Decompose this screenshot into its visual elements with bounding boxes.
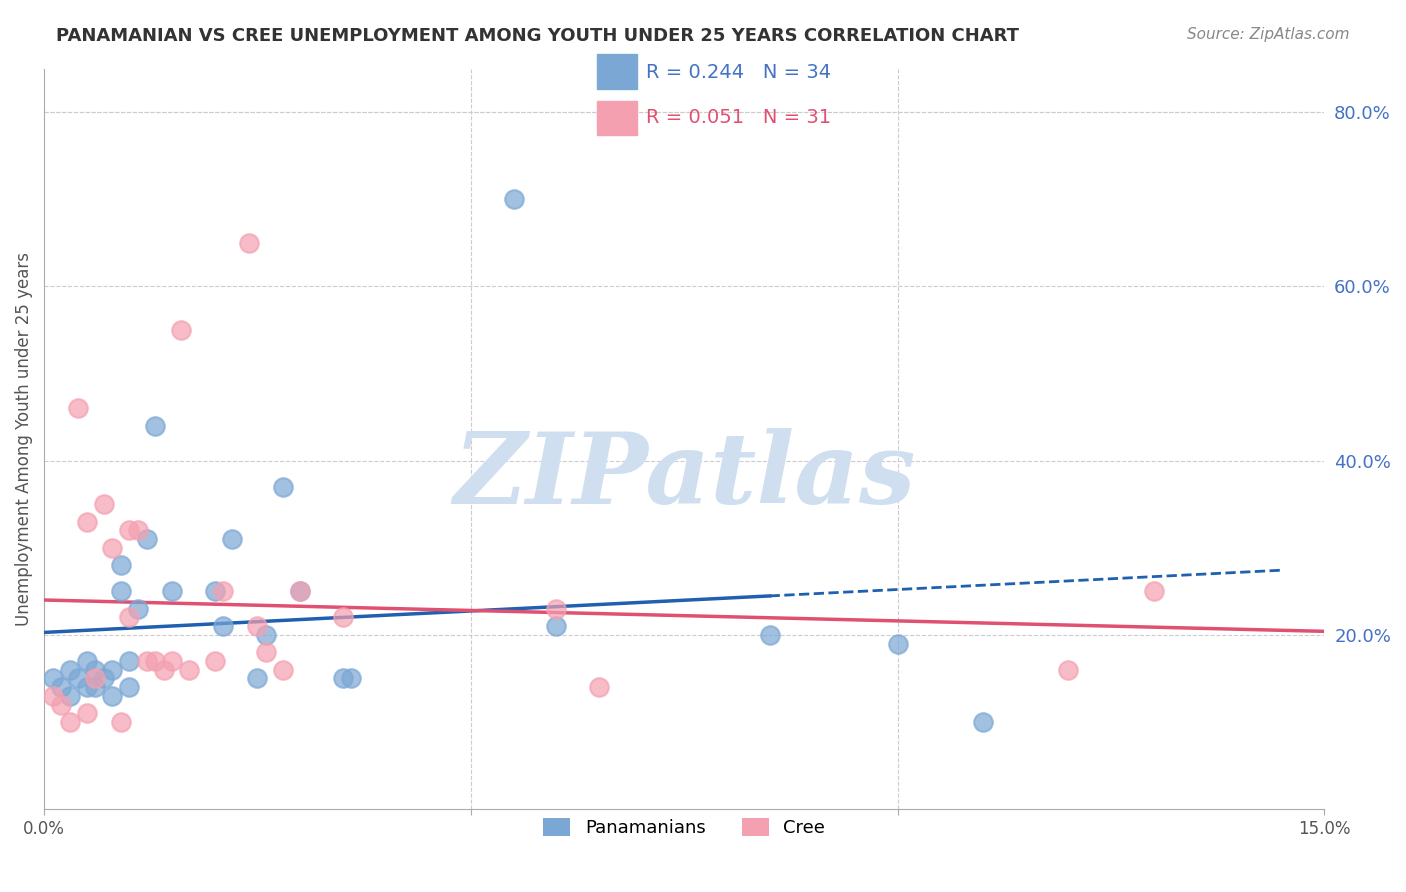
Point [135,654,157,668]
Point [160,584,183,599]
Point [118,610,141,624]
Point [546,601,568,615]
Point [41,689,63,703]
Point [118,654,141,668]
Point [127,524,149,538]
Point [93,497,115,511]
Text: R = 0.244   N = 34: R = 0.244 N = 34 [647,62,831,81]
Point [110,584,132,599]
Point [254,628,277,642]
Text: ZIPatlas: ZIPatlas [453,427,915,524]
Point [972,714,994,729]
Point [179,663,201,677]
Point [118,680,141,694]
Point [204,584,226,599]
Point [271,663,294,677]
Point [101,663,124,677]
Point [67,401,90,416]
Point [118,524,141,538]
Point [59,663,82,677]
Point [288,584,311,599]
Point [110,714,132,729]
Point [127,601,149,615]
Point [246,672,269,686]
Legend: Panamanians, Cree: Panamanians, Cree [536,811,832,845]
Point [238,235,260,250]
Point [101,541,124,555]
Point [110,558,132,573]
Point [76,680,98,694]
Point [51,698,73,712]
Point [76,654,98,668]
Text: Source: ZipAtlas.com: Source: ZipAtlas.com [1187,27,1350,42]
Point [588,680,610,694]
Point [340,672,363,686]
Point [170,323,193,337]
Point [76,706,98,721]
Text: R = 0.051   N = 31: R = 0.051 N = 31 [647,108,831,127]
Point [221,532,243,546]
Point [160,654,183,668]
Point [84,663,107,677]
Point [101,689,124,703]
Point [546,619,568,633]
Point [59,689,82,703]
Point [67,672,90,686]
Point [41,672,63,686]
Point [93,672,115,686]
Point [84,680,107,694]
Point [1057,663,1080,677]
Point [152,663,174,677]
Point [212,584,235,599]
Point [204,654,226,668]
Point [502,192,524,206]
Point [288,584,311,599]
Point [246,619,269,633]
Point [51,680,73,694]
Point [135,532,157,546]
FancyBboxPatch shape [596,54,637,89]
FancyBboxPatch shape [596,101,637,135]
Point [332,672,354,686]
Text: PANAMANIAN VS CREE UNEMPLOYMENT AMONG YOUTH UNDER 25 YEARS CORRELATION CHART: PANAMANIAN VS CREE UNEMPLOYMENT AMONG YO… [56,27,1019,45]
Y-axis label: Unemployment Among Youth under 25 years: Unemployment Among Youth under 25 years [15,252,32,626]
Point [1143,584,1166,599]
Point [143,654,166,668]
Point [59,714,82,729]
Point [886,637,908,651]
Point [332,610,354,624]
Point [758,628,780,642]
Point [212,619,235,633]
Point [84,672,107,686]
Point [271,480,294,494]
Point [254,645,277,659]
Point [143,418,166,433]
Point [76,515,98,529]
